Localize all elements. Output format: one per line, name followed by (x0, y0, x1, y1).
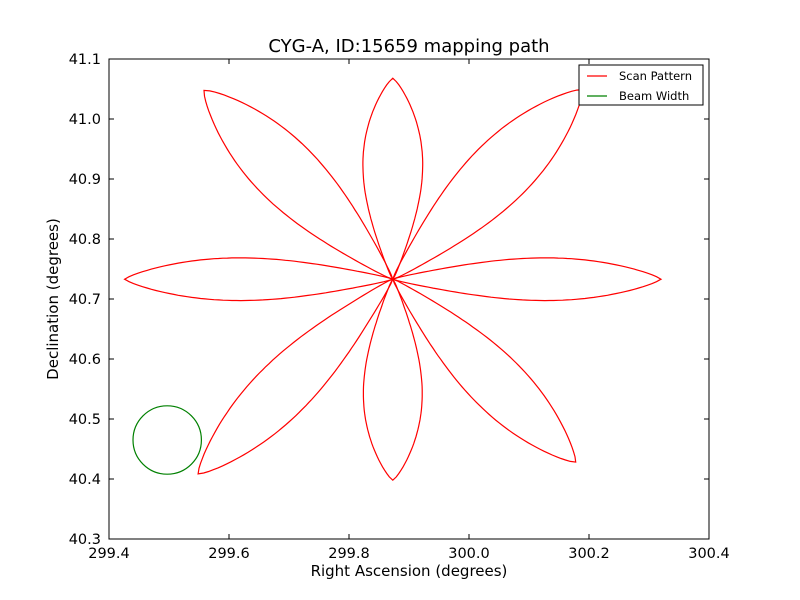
scan-pattern-petal (391, 278, 577, 463)
scan-pattern-petal (362, 77, 424, 281)
y-tick-label: 40.7 (69, 292, 101, 308)
y-axis-label: Declination (degrees) (44, 218, 62, 380)
y-tick-label: 40.6 (69, 352, 101, 368)
y-tick-label: 40.9 (69, 172, 101, 188)
x-tick-label: 299.6 (208, 546, 250, 562)
x-tick-label: 300.0 (448, 546, 490, 562)
scan-pattern-petal (362, 278, 423, 482)
chart-title: CYG-A, ID:15659 mapping path (268, 36, 549, 57)
y-tick-label: 41.1 (69, 52, 101, 68)
x-tick-label: 300.2 (568, 546, 610, 562)
y-tick-label: 40.8 (69, 232, 101, 248)
series-layer (123, 77, 663, 482)
scan-pattern-petal (203, 89, 394, 281)
ticks-layer: 299.4 299.6 299.8 300.0 300.2 300.4 40.3 40.4 40… (69, 52, 730, 562)
legend-label-beam-width: Beam Width (619, 89, 689, 103)
legend: Scan Pattern Beam Width (578, 64, 704, 106)
legend-label-scan-pattern: Scan Pattern (619, 69, 692, 83)
x-tick-label: 300.4 (688, 546, 730, 562)
x-tick-label: 299.4 (88, 546, 130, 562)
plot-frame (108, 58, 710, 540)
y-tick-label: 40.4 (69, 472, 101, 488)
beam-width-circle (132, 405, 203, 475)
scan-pattern-petal (197, 278, 394, 475)
x-tick-label: 299.8 (328, 546, 370, 562)
legend-box (578, 64, 704, 106)
scan-pattern-petal (123, 257, 395, 302)
y-tick-label: 40.3 (69, 532, 101, 548)
y-tick-label: 41.0 (69, 112, 101, 128)
scan-pattern-petal (390, 257, 663, 302)
y-tick-label: 40.5 (69, 412, 101, 428)
x-axis-label: Right Ascension (degrees) (311, 562, 508, 580)
